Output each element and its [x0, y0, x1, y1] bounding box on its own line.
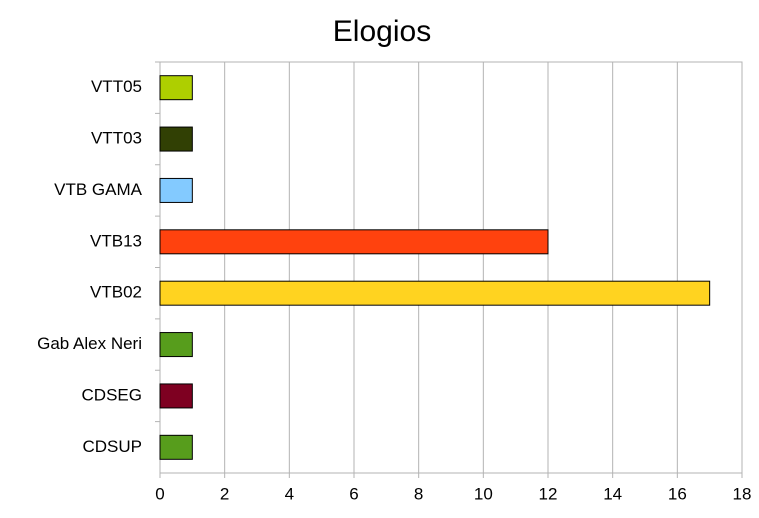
y-tick-label: VTB02	[90, 283, 142, 302]
x-tick-label: 2	[220, 484, 229, 503]
y-tick-label: VTB13	[90, 231, 142, 250]
x-tick-label: 8	[414, 484, 423, 503]
bar	[159, 383, 193, 409]
x-tick-label: 12	[539, 484, 558, 503]
bar	[159, 75, 193, 101]
y-tick-label: CDSUP	[82, 437, 142, 456]
bar	[159, 280, 711, 306]
y-tick-label: VTT03	[91, 129, 142, 148]
x-tick-label: 14	[603, 484, 622, 503]
y-tick-label: VTT05	[91, 77, 142, 96]
x-tick-label: 16	[668, 484, 687, 503]
y-tick-label: CDSEG	[82, 385, 142, 404]
chart-title: Elogios	[333, 15, 431, 48]
bar	[159, 126, 193, 152]
bar	[159, 229, 549, 255]
y-tick-label: Gab Alex Neri	[37, 334, 142, 353]
x-tick-label: 10	[474, 484, 493, 503]
bar	[159, 177, 193, 203]
x-tick-label: 4	[285, 484, 294, 503]
y-tick-label: VTB GAMA	[54, 180, 143, 199]
x-tick-label: 0	[155, 484, 164, 503]
x-tick-label: 6	[349, 484, 358, 503]
x-tick-label: 18	[733, 484, 752, 503]
bar	[159, 434, 193, 460]
bar	[159, 332, 193, 358]
